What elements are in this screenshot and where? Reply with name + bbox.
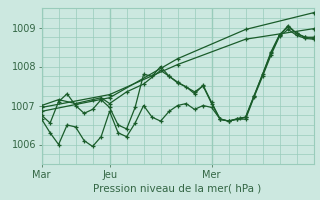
X-axis label: Pression niveau de la mer( hPa ): Pression niveau de la mer( hPa ) [93,184,262,194]
